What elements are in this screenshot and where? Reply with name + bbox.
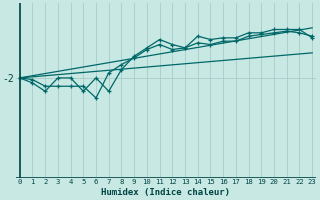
X-axis label: Humidex (Indice chaleur): Humidex (Indice chaleur)	[101, 188, 230, 197]
